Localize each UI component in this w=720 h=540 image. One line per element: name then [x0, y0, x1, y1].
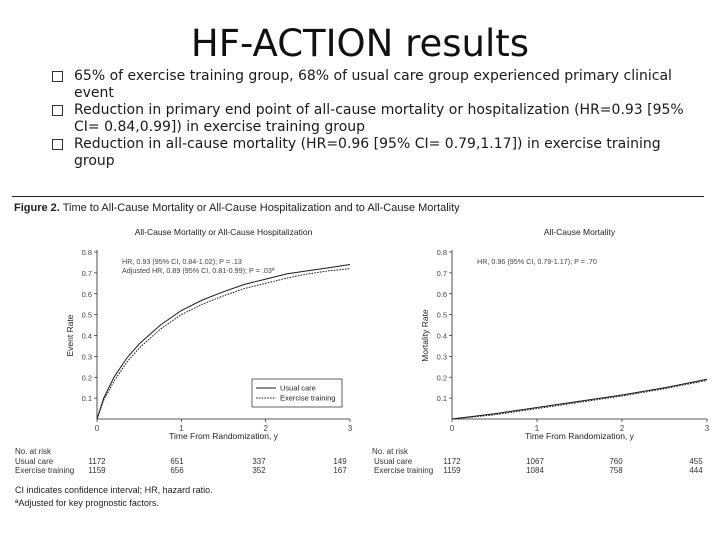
risk-row-value: 167	[333, 466, 347, 475]
series-line-exercise-training	[451, 379, 708, 420]
y-axis-label: Mortality Rate	[420, 309, 430, 362]
legend-label: Usual care	[280, 384, 316, 393]
risk-row-value: 455	[689, 457, 703, 466]
y-tick-label: 0.7	[82, 269, 92, 278]
y-tick-label: 0.8	[437, 248, 447, 257]
y-tick-label: 0.2	[437, 373, 447, 382]
figure-label: Figure 2.	[14, 202, 60, 214]
checkbox-bullet-icon	[52, 105, 63, 116]
x-tick-label: 3	[348, 424, 353, 433]
x-tick-label: 1	[179, 424, 184, 433]
footnote-ci: CI indicates confidence interval; HR, ha…	[15, 485, 213, 495]
slide-title: HF-ACTION results	[190, 22, 530, 65]
legend-label: Exercise training	[280, 394, 335, 403]
risk-row-value: 352	[252, 466, 266, 475]
figure-caption: Time to All-Cause Mortality or All-Cause…	[62, 202, 460, 214]
risk-row-value: 1159	[88, 466, 106, 475]
x-axis-label: Time From Randomization, y	[169, 431, 279, 441]
risk-table-header: No. at risk	[15, 447, 52, 456]
y-tick-label: 0.6	[82, 290, 92, 299]
risk-row-value: 1172	[88, 457, 106, 466]
series-line-usual-care	[451, 378, 708, 420]
hr-annotation: HR, 0.93 (95% CI, 0.84-1.02); P = .13	[122, 257, 242, 266]
legend-box	[251, 378, 343, 408]
bullet-list: 65% of exercise training group, 68% of u…	[52, 68, 692, 170]
bullet-text: 65% of exercise training group, 68% of u…	[74, 68, 672, 101]
bullet-item: Reduction in all-cause mortality (HR=0.9…	[52, 136, 692, 170]
y-tick-label: 0.4	[437, 332, 447, 341]
checkbox-bullet-icon	[52, 139, 63, 150]
risk-row-value: 1159	[443, 466, 461, 475]
y-tick-label: 0.8	[82, 248, 92, 257]
risk-row-value: 651	[170, 457, 184, 466]
figure-top-rule	[12, 196, 704, 197]
y-tick-label: 0.5	[82, 311, 92, 320]
y-tick-label: 0.5	[437, 311, 447, 320]
risk-row-value: 444	[689, 466, 703, 475]
bullet-text: Reduction in primary end point of all-ca…	[74, 102, 684, 135]
risk-table-header: No. at risk	[372, 447, 409, 456]
chart-title: All-Cause Mortality	[544, 227, 616, 237]
risk-row-label: Exercise training	[374, 466, 434, 475]
bullet-item: 65% of exercise training group, 68% of u…	[52, 68, 692, 102]
hr-annotation: Adjusted HR, 0.89 (95% CI, 0.81-0.99); P…	[122, 266, 275, 275]
checkbox-bullet-icon	[52, 71, 63, 82]
x-tick-label: 1	[535, 424, 540, 433]
risk-row-value: 337	[252, 457, 266, 466]
risk-row-value: 1084	[526, 466, 544, 475]
figure: Figure 2. Time to All-Cause Mortality or…	[12, 196, 712, 518]
y-tick-label: 0.7	[437, 269, 447, 278]
x-tick-label: 0	[450, 424, 455, 433]
risk-row-label: Usual care	[15, 457, 54, 466]
bullet-item: Reduction in primary end point of all-ca…	[52, 102, 692, 136]
y-axis-label: Event Rate	[65, 314, 75, 356]
figure-title: Figure 2. Time to All-Cause Mortality or…	[14, 202, 460, 214]
risk-row-value: 656	[170, 466, 184, 475]
y-tick-label: 0.3	[437, 352, 447, 361]
x-tick-label: 0	[95, 424, 100, 433]
series-line-exercise-training	[96, 268, 351, 420]
risk-row-value: 758	[609, 466, 623, 475]
x-tick-label: 2	[263, 424, 268, 433]
y-tick-label: 0.6	[437, 290, 447, 299]
y-tick-label: 0.2	[82, 373, 92, 382]
x-tick-label: 2	[620, 424, 625, 433]
series-line-usual-care	[96, 264, 351, 420]
y-tick-label: 0.1	[82, 394, 92, 403]
risk-row-label: Usual care	[374, 457, 413, 466]
chart-title: All-Cause Mortality or All-Cause Hospita…	[135, 227, 313, 237]
risk-row-value: 1172	[443, 457, 461, 466]
hr-annotation: HR, 0.96 (95% CI, 0.79-1.17); P = .70	[477, 257, 597, 266]
x-axis-label: Time From Randomization, y	[525, 431, 635, 441]
footnote-adjusted: ªAdjusted for key prognostic factors.	[15, 498, 159, 508]
risk-row-value: 149	[333, 457, 347, 466]
bullet-text: Reduction in all-cause mortality (HR=0.9…	[74, 136, 661, 169]
km-charts: All-Cause Mortality or All-Cause Hospita…	[65, 227, 710, 441]
risk-row-value: 1067	[526, 457, 544, 466]
y-tick-label: 0.4	[82, 332, 92, 341]
x-tick-label: 3	[705, 424, 710, 433]
risk-row-value: 760	[609, 457, 623, 466]
y-tick-label: 0.1	[437, 394, 447, 403]
risk-row-label: Exercise training	[15, 466, 75, 475]
y-tick-label: 0.3	[82, 352, 92, 361]
